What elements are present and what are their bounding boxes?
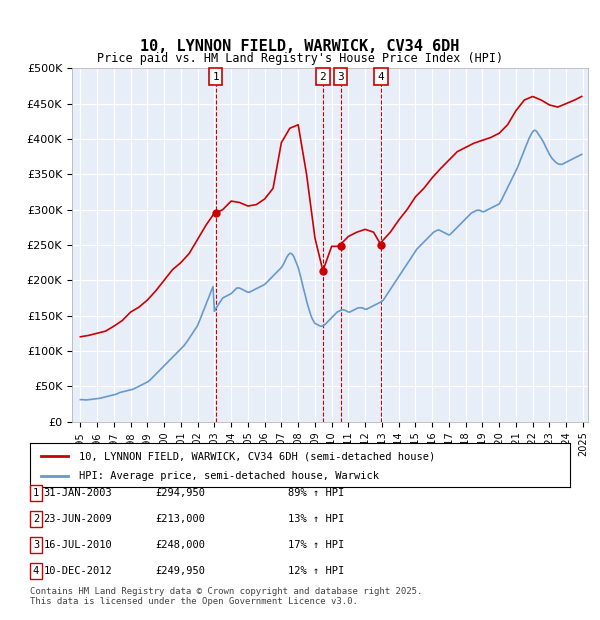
Text: 13% ↑ HPI: 13% ↑ HPI xyxy=(288,514,344,524)
Text: 3: 3 xyxy=(337,72,344,82)
Text: 10-DEC-2012: 10-DEC-2012 xyxy=(44,566,112,576)
Text: 10, LYNNON FIELD, WARWICK, CV34 6DH (semi-detached house): 10, LYNNON FIELD, WARWICK, CV34 6DH (sem… xyxy=(79,451,435,461)
Text: 2: 2 xyxy=(320,72,326,82)
Text: HPI: Average price, semi-detached house, Warwick: HPI: Average price, semi-detached house,… xyxy=(79,471,379,481)
Text: 23-JUN-2009: 23-JUN-2009 xyxy=(44,514,112,524)
Text: 1: 1 xyxy=(212,72,219,82)
Text: 31-JAN-2003: 31-JAN-2003 xyxy=(44,488,112,498)
Text: Price paid vs. HM Land Registry's House Price Index (HPI): Price paid vs. HM Land Registry's House … xyxy=(97,53,503,65)
Text: 17% ↑ HPI: 17% ↑ HPI xyxy=(288,540,344,550)
Text: 89% ↑ HPI: 89% ↑ HPI xyxy=(288,488,344,498)
Text: 10, LYNNON FIELD, WARWICK, CV34 6DH: 10, LYNNON FIELD, WARWICK, CV34 6DH xyxy=(140,39,460,54)
Text: 4: 4 xyxy=(33,566,39,576)
Text: 3: 3 xyxy=(33,540,39,550)
Text: £213,000: £213,000 xyxy=(155,514,205,524)
Text: £294,950: £294,950 xyxy=(155,488,205,498)
Text: 4: 4 xyxy=(377,72,385,82)
Text: 2: 2 xyxy=(33,514,39,524)
Text: Contains HM Land Registry data © Crown copyright and database right 2025.
This d: Contains HM Land Registry data © Crown c… xyxy=(30,587,422,606)
Text: 16-JUL-2010: 16-JUL-2010 xyxy=(44,540,112,550)
Text: £248,000: £248,000 xyxy=(155,540,205,550)
Text: 12% ↑ HPI: 12% ↑ HPI xyxy=(288,566,344,576)
Text: 1: 1 xyxy=(33,488,39,498)
Text: £249,950: £249,950 xyxy=(155,566,205,576)
